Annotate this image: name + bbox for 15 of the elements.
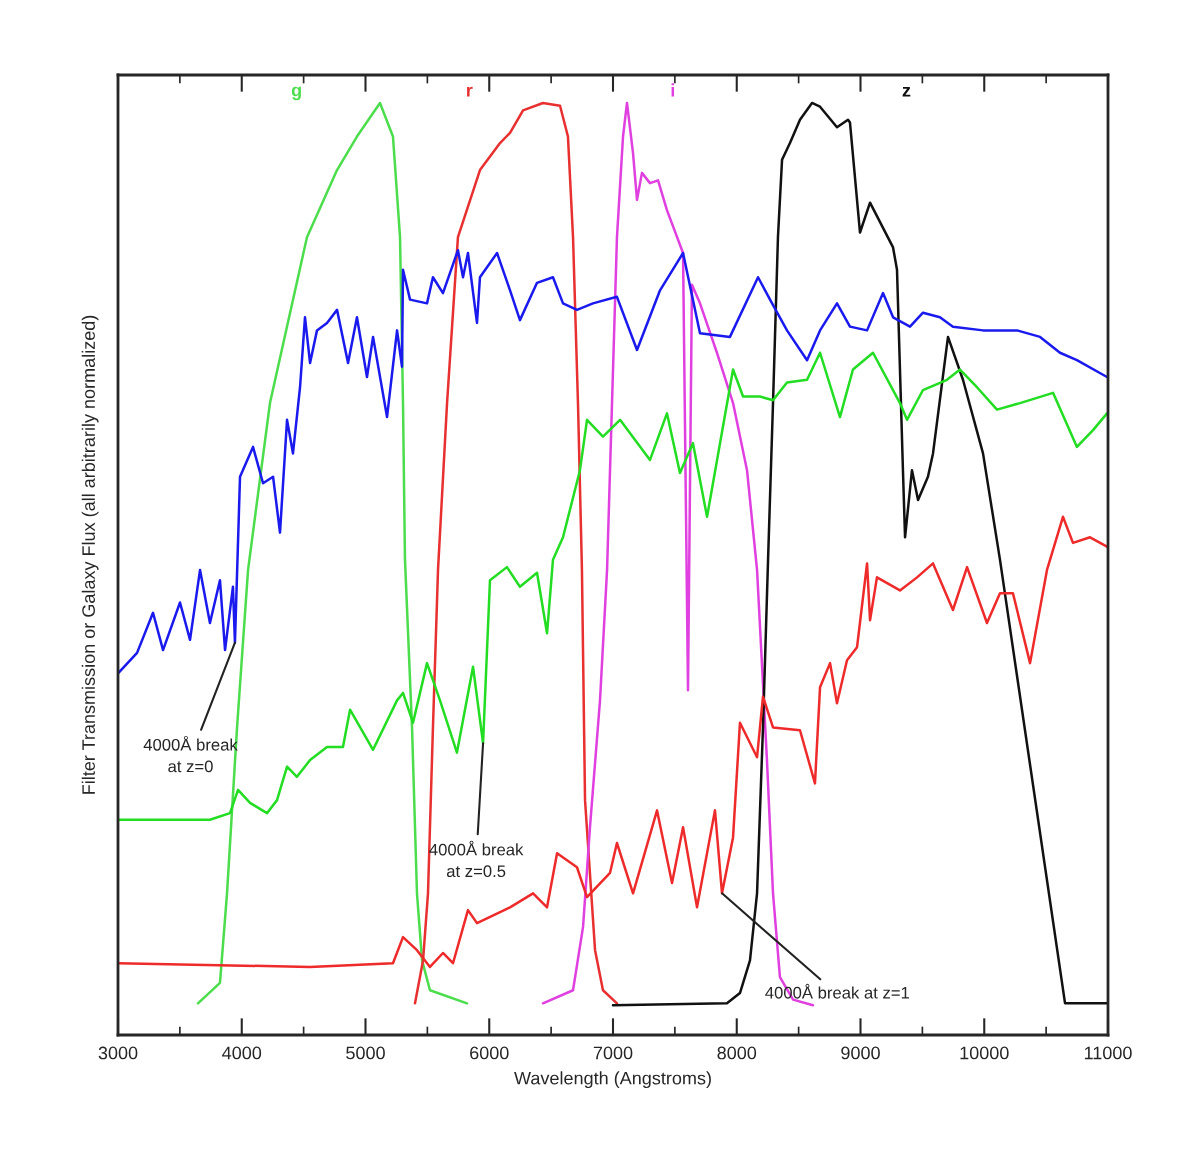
x-tick-label: 8000	[717, 1046, 757, 1060]
x-tick-label: 9000	[841, 1046, 880, 1060]
x-tick-label: 10000	[960, 1046, 1009, 1060]
y-axis-title: Filter Transmission or Galaxy Flux (all arbitrarily normalized)	[81, 315, 99, 794]
text: z	[902, 86, 911, 97]
x-tick-label: 7000	[593, 1046, 633, 1060]
text: g	[291, 86, 301, 101]
x-tick-label: 6000	[470, 1046, 509, 1060]
text: i	[671, 83, 675, 97]
x-tick-label: 3000	[98, 1046, 138, 1060]
x-tick-label: 11000	[1084, 1046, 1132, 1060]
text: r	[467, 86, 473, 97]
x-axis-title: Wavelength (Angstroms)	[514, 1071, 711, 1089]
x-tick-label: 4000	[222, 1046, 262, 1060]
x-tick-label: 5000	[346, 1046, 385, 1060]
